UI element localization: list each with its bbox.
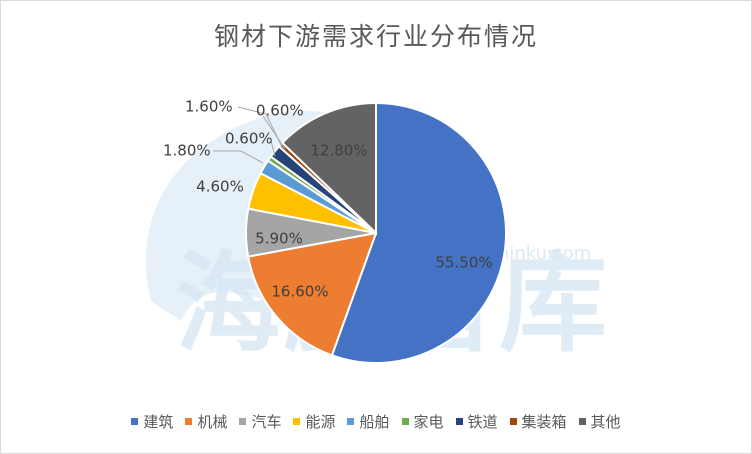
legend-item-5: 家电 bbox=[401, 411, 444, 432]
legend-swatch-icon bbox=[131, 418, 139, 425]
legend-swatch-icon bbox=[455, 418, 463, 425]
leader-line-5 bbox=[270, 140, 276, 157]
legend-label: 其他 bbox=[590, 413, 621, 431]
legend-label: 家电 bbox=[413, 413, 444, 431]
legend-item-2: 汽车 bbox=[239, 411, 281, 432]
data-label-5: 0.60% bbox=[225, 130, 273, 148]
legend-label: 能源 bbox=[305, 413, 336, 431]
legend-swatch-icon bbox=[509, 418, 517, 425]
legend-label: 铁道 bbox=[467, 413, 498, 431]
legend-label: 建筑 bbox=[143, 413, 174, 431]
legend-swatch-icon bbox=[185, 418, 193, 425]
legend-label: 集装箱 bbox=[521, 413, 567, 431]
data-label-1: 16.60% bbox=[271, 283, 328, 301]
pie-slice-1 bbox=[246, 231, 378, 357]
legend-item-8: 其他 bbox=[578, 411, 621, 432]
leader-line-7 bbox=[262, 115, 286, 150]
leader-line-4 bbox=[213, 150, 264, 164]
data-label-8: 12.80% bbox=[310, 142, 367, 160]
legend-swatch-icon bbox=[347, 418, 355, 425]
legend-label: 汽车 bbox=[251, 413, 282, 431]
legend-item-7: 集装箱 bbox=[509, 411, 567, 432]
pie-slice-0 bbox=[330, 101, 507, 364]
legend-swatch-icon bbox=[578, 418, 586, 425]
legend-item-6: 铁道 bbox=[455, 411, 498, 432]
legend-item-0: 建筑 bbox=[131, 411, 173, 432]
legend-item-4: 船舶 bbox=[347, 411, 390, 432]
legend: 建筑 机械 汽车 能源 船舶 家电 铁道 集装箱 其他 bbox=[1, 411, 751, 432]
data-label-7: 0.60% bbox=[256, 102, 304, 120]
data-label-0: 55.50% bbox=[435, 254, 492, 272]
data-label-4: 1.80% bbox=[163, 142, 211, 160]
legend-item-1: 机械 bbox=[185, 411, 227, 432]
data-label-2: 5.90% bbox=[255, 230, 303, 248]
legend-swatch-icon bbox=[293, 418, 301, 425]
legend-label: 机械 bbox=[197, 413, 228, 431]
chart-title: 钢材下游需求行业分布情况 bbox=[213, 22, 538, 51]
legend-item-3: 能源 bbox=[293, 411, 335, 432]
legend-swatch-icon bbox=[239, 418, 247, 425]
legend-label: 船舶 bbox=[359, 413, 390, 431]
data-label-6: 1.60% bbox=[185, 98, 233, 116]
legend-swatch-icon bbox=[401, 418, 409, 425]
data-label-3: 4.60% bbox=[196, 178, 244, 196]
pie-slice-8 bbox=[280, 101, 377, 236]
